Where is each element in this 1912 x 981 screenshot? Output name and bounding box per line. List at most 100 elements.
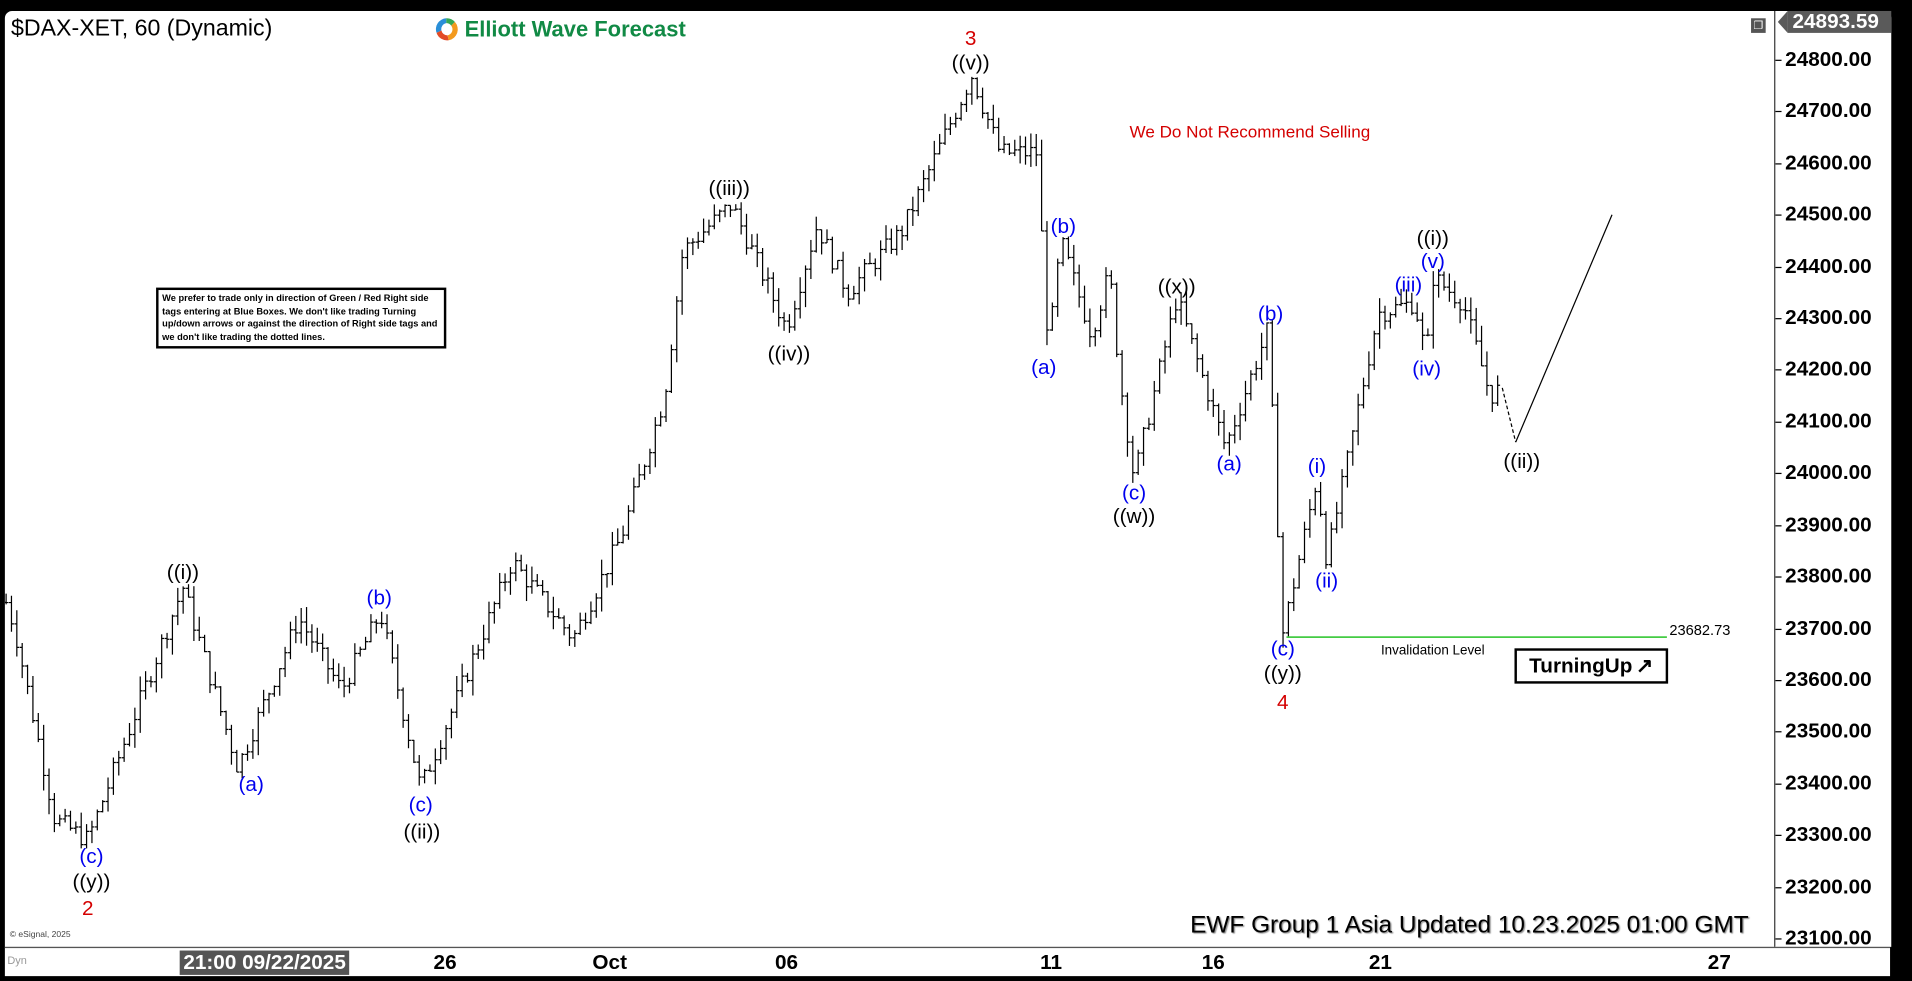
ohlc-bar	[813, 216, 819, 253]
ohlc-bar	[1103, 267, 1109, 319]
ohlc-bar	[1430, 271, 1436, 349]
ohlc-bar	[127, 722, 132, 747]
ohlc-bar	[507, 566, 513, 595]
ohlc-bar	[797, 277, 803, 319]
ohlc-bar	[443, 724, 449, 760]
ohlc-bar	[990, 104, 996, 134]
price-axis[interactable]: 24893.59 24800.00 24700.00 24600.00 24500.0…	[1774, 10, 1892, 949]
selling-warning: We Do Not Recommend Selling	[1129, 121, 1371, 142]
ohlc-bar	[35, 713, 41, 743]
ohlc-bar	[465, 672, 470, 683]
ohlc-bar	[722, 204, 728, 218]
ohlc-bar	[615, 528, 621, 546]
wave-label: (c)	[1270, 637, 1295, 661]
ohlc-bar	[1479, 325, 1484, 367]
ohlc-bar	[175, 587, 181, 626]
ohlc-bar	[749, 234, 755, 250]
ohlc-bar	[14, 610, 20, 657]
ohlc-bar	[400, 687, 406, 728]
ohlc-bar	[1023, 136, 1028, 165]
ohlc-bar	[368, 614, 374, 643]
ohlc-bar	[1092, 327, 1098, 347]
y-tick-label: 24800.00	[1785, 47, 1872, 71]
ohlc-bar	[46, 768, 52, 815]
y-tick	[1775, 576, 1782, 578]
ohlc-bar	[19, 642, 25, 679]
ohlc-bar	[969, 76, 975, 105]
ohlc-bar	[701, 218, 707, 244]
ohlc-bar	[1269, 320, 1275, 407]
ohlc-bar	[647, 448, 653, 474]
ohlc-bar	[947, 116, 953, 135]
ohlc-bar	[1484, 351, 1490, 396]
ohlc-bar	[1355, 393, 1361, 446]
ohlc-bar	[980, 87, 986, 119]
ohlc-bar	[1489, 384, 1495, 413]
ohlc-bar	[271, 685, 277, 697]
y-tick	[1775, 369, 1782, 372]
restore-window-icon[interactable]: ❐	[1751, 18, 1766, 33]
invalidation-price: 23682.73	[1669, 621, 1731, 639]
ohlc-bar	[454, 675, 460, 719]
ohlc-bar	[1398, 288, 1404, 307]
ohlc-bar	[502, 573, 508, 592]
x-tick-label: Oct	[592, 950, 627, 974]
ohlc-bar	[786, 314, 792, 333]
ohlc-bar	[352, 643, 358, 686]
x-tick-label: 11	[1040, 950, 1063, 974]
ohlc-bar	[1350, 430, 1356, 466]
ohlc-bar	[481, 624, 487, 660]
ohlc-bar	[770, 272, 776, 313]
ohlc-bar	[524, 564, 529, 602]
ohlc-bar	[1248, 370, 1254, 401]
ohlc-bar	[89, 820, 95, 844]
ohlc-bar	[1441, 271, 1447, 291]
ohlc-bar	[51, 792, 57, 833]
y-tick-label: 24100.00	[1785, 409, 1872, 433]
dyn-label: Dyn	[7, 954, 27, 967]
trading-note: We prefer to trade only in direction of …	[156, 287, 447, 349]
ohlc-bar	[432, 748, 438, 785]
ohlc-bar	[25, 664, 30, 695]
ohlc-bar	[1366, 351, 1372, 390]
ohlc-bar	[411, 739, 417, 764]
current-price-tag: 24893.59	[1777, 10, 1892, 33]
ohlc-bar	[824, 229, 830, 244]
wave-label: (a)	[1216, 452, 1242, 476]
ohlc-bar	[915, 186, 921, 217]
ohlc-bar	[68, 810, 73, 831]
ohlc-bar	[491, 601, 497, 624]
time-axis[interactable]: Dyn 21:00 09/22/2025 26 Oct 06 11 16 21 27	[4, 946, 1891, 977]
ohlc-bar	[513, 552, 519, 582]
y-tick-label: 23900.00	[1785, 512, 1872, 536]
ohlc-bar	[518, 554, 524, 572]
ohlc-bar	[685, 237, 690, 270]
y-tick	[1775, 473, 1782, 475]
ohlc-bar	[953, 112, 959, 128]
ohlc-bar	[1087, 308, 1093, 348]
chart-title: $DAX-XET, 60 (Dynamic)	[10, 15, 273, 42]
ohlc-bar	[1076, 264, 1082, 308]
y-tick-label: 23600.00	[1785, 667, 1872, 691]
ohlc-bar	[229, 724, 234, 765]
ohlc-bar	[588, 601, 594, 625]
y-tick	[1775, 938, 1782, 940]
y-tick	[1775, 731, 1782, 733]
ohlc-bar	[1049, 302, 1055, 331]
ohlc-bar	[1253, 360, 1259, 381]
ohlc-bar	[776, 288, 782, 327]
y-tick	[1775, 783, 1782, 785]
ohlc-bar	[486, 601, 492, 644]
ohlc-bar	[293, 615, 299, 644]
y-tick	[1775, 214, 1782, 216]
y-tick-label: 24600.00	[1785, 150, 1872, 175]
wave-label: ((i))	[1416, 226, 1449, 250]
ohlc-bar	[143, 671, 149, 700]
ohlc-bar	[336, 663, 342, 689]
ohlc-bar	[829, 236, 835, 274]
plot-area[interactable]: $DAX-XET, 60 (Dynamic) Elliott Wave Fore…	[4, 10, 1775, 947]
x-tick-label: 06	[774, 950, 799, 974]
ohlc-bar	[395, 644, 401, 699]
ohlc-bar	[926, 165, 932, 192]
ohlc-bar	[1226, 432, 1232, 456]
